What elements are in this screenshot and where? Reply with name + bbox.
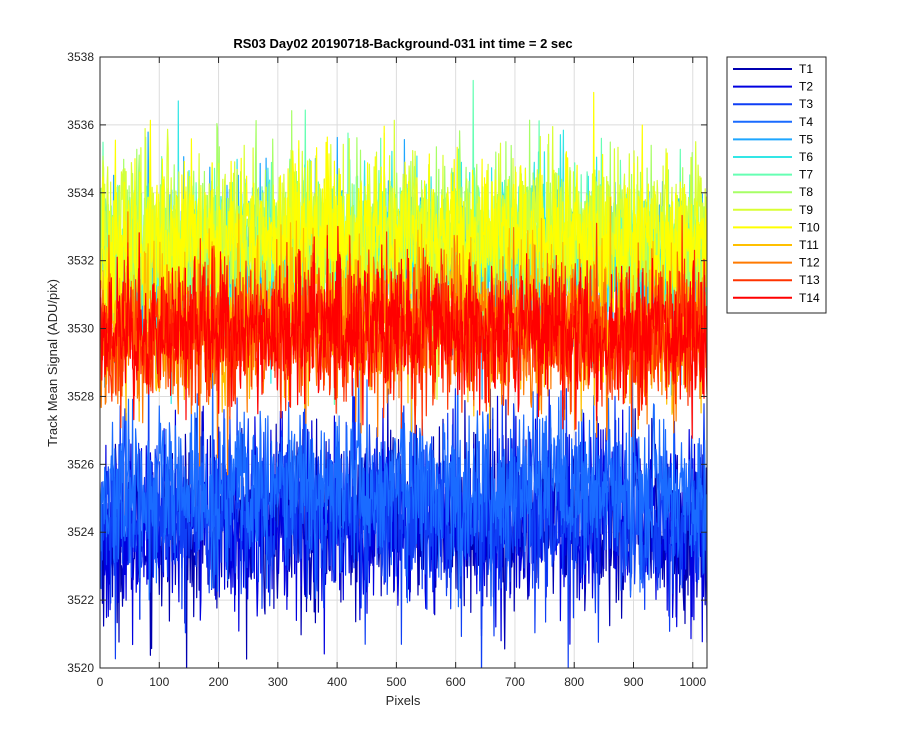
y-tick-label: 3520 [67,661,94,675]
legend-entry-T3: T3 [733,97,813,111]
y-tick-label: 3538 [67,50,94,64]
legend-entry-T2: T2 [733,80,813,94]
chart-title: RS03 Day02 20190718-Background-031 int t… [233,36,572,51]
y-tick-label: 3524 [67,525,94,539]
x-tick-label: 600 [446,675,466,689]
x-tick-label: 800 [564,675,584,689]
legend-label: T5 [799,132,813,146]
legend-entry-T4: T4 [733,115,813,129]
x-tick-label: 0 [97,675,104,689]
legend-box [726,56,827,314]
x-tick-label: 900 [623,675,643,689]
legend-label: T1 [799,62,813,76]
y-tick-label: 3526 [67,457,94,471]
y-tick-label: 3532 [67,254,94,268]
axes-box [99,56,708,669]
legend-entry-T13: T13 [733,273,820,287]
legend-label: T14 [799,291,820,305]
legend-entry-T11: T11 [733,238,819,252]
legend-label: T2 [799,80,813,94]
legend-entry-T10: T10 [733,220,820,234]
legend-label: T10 [799,220,820,234]
y-tick-label: 3536 [67,118,94,132]
series-group [100,79,707,668]
legend-label: T6 [799,150,813,164]
x-tick-label: 700 [505,675,525,689]
y-tick-label: 3534 [67,186,94,200]
legend-entry-T12: T12 [733,256,820,270]
legend: T1 T2 T3 T4 T5 T6 T7 T8 T9 T10 T11 T12 T13 T14 [726,56,827,314]
series-line-T4 [100,331,707,608]
legend-label: T3 [799,97,813,111]
series-line-T14 [100,225,707,439]
series-line-T13 [100,214,707,438]
series-line-T2 [100,389,707,655]
y-tick-label: 3530 [67,322,94,336]
legend-label: T12 [799,256,820,270]
x-tick-label: 300 [268,675,288,689]
x-tick-label: 200 [209,675,229,689]
legend-entry-T8: T8 [733,185,813,199]
legend-label: T11 [799,238,819,252]
legend-entry-T6: T6 [733,150,813,164]
legend-label: T7 [799,168,813,182]
legend-entry-T1: T1 [733,62,813,76]
legend-entry-T9: T9 [733,203,813,217]
x-tick-label: 500 [386,675,406,689]
plot-area: 0 100 200 300 400 500 600 700 800 900 1000 3520 3522… [67,50,708,689]
legend-items: T1 T2 T3 T4 T5 T6 T7 T8 T9 T10 T11 T12 T13 T14 [733,62,820,305]
axes: 0 100 200 300 400 500 600 700 800 900 1000 3520 3522… [67,50,708,689]
legend-label: T8 [799,185,813,199]
legend-label: T9 [799,203,813,217]
legend-entry-T14: T14 [733,291,820,305]
legend-label: T13 [799,273,820,287]
legend-label: T4 [799,115,813,129]
x-tick-label: 400 [327,675,347,689]
x-tick-label: 1000 [679,675,706,689]
legend-entry-T7: T7 [733,168,813,182]
y-axis-title: Track Mean Signal (ADU/pix) [45,279,60,447]
x-tick-label: 100 [149,675,169,689]
x-axis-title: Pixels [386,693,421,708]
y-tick-label: 3522 [67,593,94,607]
legend-entry-T5: T5 [733,132,813,146]
y-tick-label: 3528 [67,389,94,403]
